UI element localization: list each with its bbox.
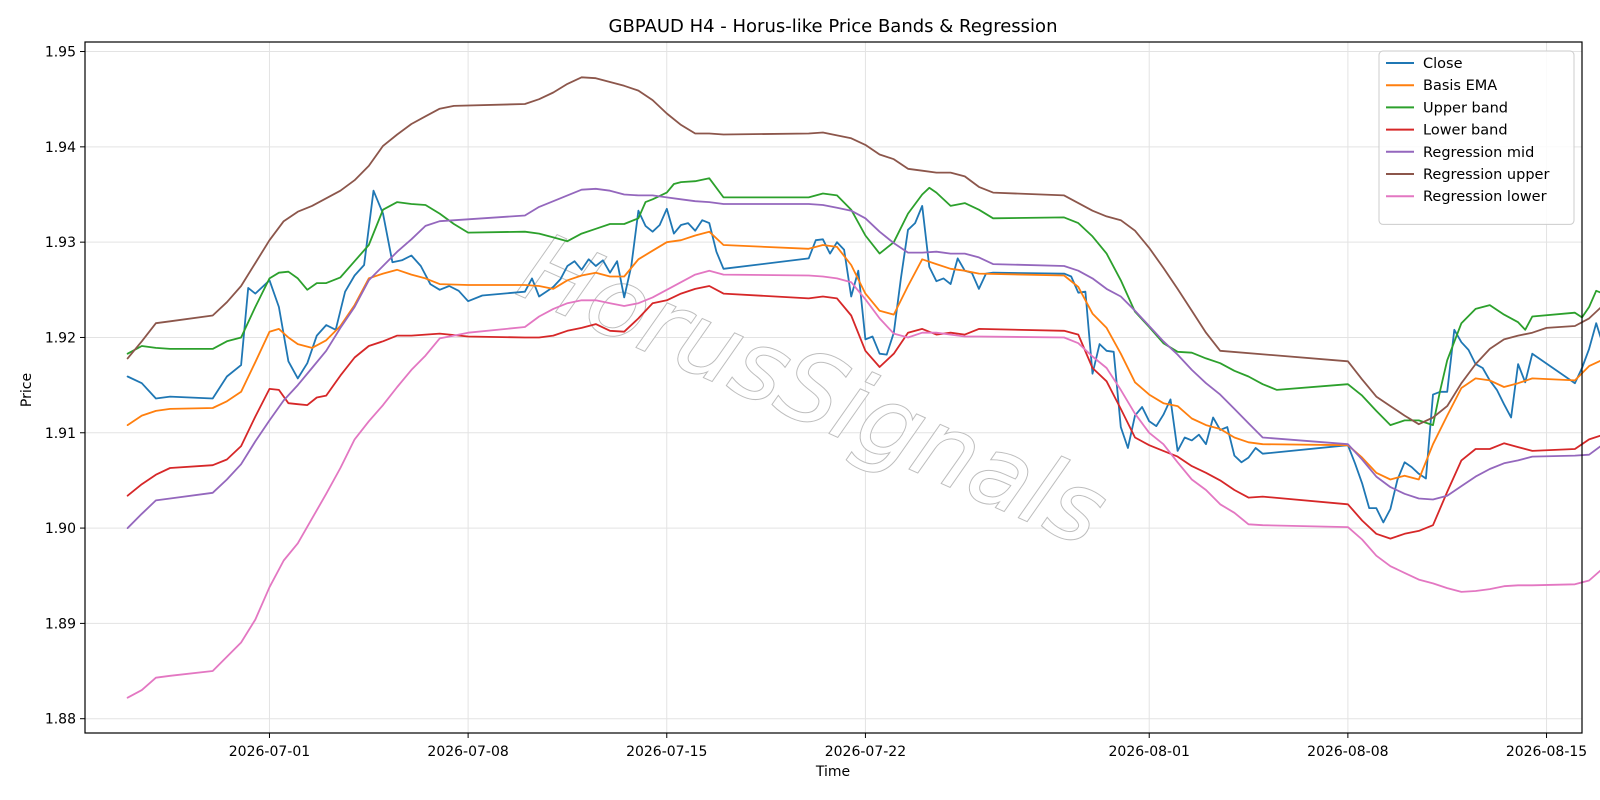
legend-label-close: Close bbox=[1423, 56, 1463, 72]
series-line-upper-band bbox=[126, 177, 1600, 426]
series-line-lower-band bbox=[126, 285, 1600, 540]
y-tick-label: 1.92 bbox=[45, 330, 76, 346]
x-tick-label: 2026-07-22 bbox=[825, 744, 906, 760]
x-tick-label: 2026-08-01 bbox=[1109, 744, 1190, 760]
legend-label-lower-band: Lower band bbox=[1423, 123, 1508, 139]
x-tick-label: 2026-08-08 bbox=[1307, 744, 1388, 760]
y-tick-label: 1.93 bbox=[45, 235, 76, 251]
y-tick-label: 1.89 bbox=[45, 616, 76, 632]
series-line-close bbox=[126, 189, 1600, 524]
chart-title: GBPAUD H4 - Horus-like Price Bands & Reg… bbox=[609, 16, 1058, 37]
grid-lines bbox=[85, 42, 1582, 733]
x-tick-label: 2026-08-15 bbox=[1506, 744, 1587, 760]
series-lines bbox=[126, 76, 1600, 699]
legend-label-regression-lower: Regression lower bbox=[1423, 189, 1547, 205]
x-tick-label: 2026-07-01 bbox=[229, 744, 310, 760]
legend-label-basis-ema: Basis EMA bbox=[1423, 78, 1497, 94]
y-tick-label: 1.88 bbox=[45, 712, 76, 728]
plot-area-frame bbox=[84, 41, 1583, 734]
y-tick-label: 1.90 bbox=[45, 521, 76, 537]
legend-label-upper-band: Upper band bbox=[1423, 100, 1508, 116]
legend-box bbox=[1378, 50, 1575, 225]
series-line-regression-upper bbox=[126, 76, 1600, 426]
legend-label-regression-upper: Regression upper bbox=[1423, 167, 1549, 183]
series-line-regression-lower bbox=[126, 269, 1600, 699]
x-tick-label: 2026-07-15 bbox=[626, 744, 707, 760]
series-line-basis-ema bbox=[126, 230, 1600, 481]
y-tick-label: 1.94 bbox=[45, 140, 76, 156]
y-axis-title: Price bbox=[19, 373, 35, 407]
x-tick-label: 2026-07-08 bbox=[427, 744, 508, 760]
series-line-regression-mid bbox=[126, 187, 1600, 529]
y-tick-label: 1.95 bbox=[45, 45, 76, 61]
legend-label-regression-mid: Regression mid bbox=[1423, 145, 1534, 161]
x-axis-title: Time bbox=[815, 764, 850, 780]
axis-ticks: 1.88 1.89 1.90 1.91 1.92 1.93 1.94 1.95 2026-07-… bbox=[45, 45, 1587, 760]
legend: Close Basis EMA Upper band Lower band Regres… bbox=[1378, 50, 1575, 225]
y-tick-label: 1.91 bbox=[45, 426, 76, 442]
